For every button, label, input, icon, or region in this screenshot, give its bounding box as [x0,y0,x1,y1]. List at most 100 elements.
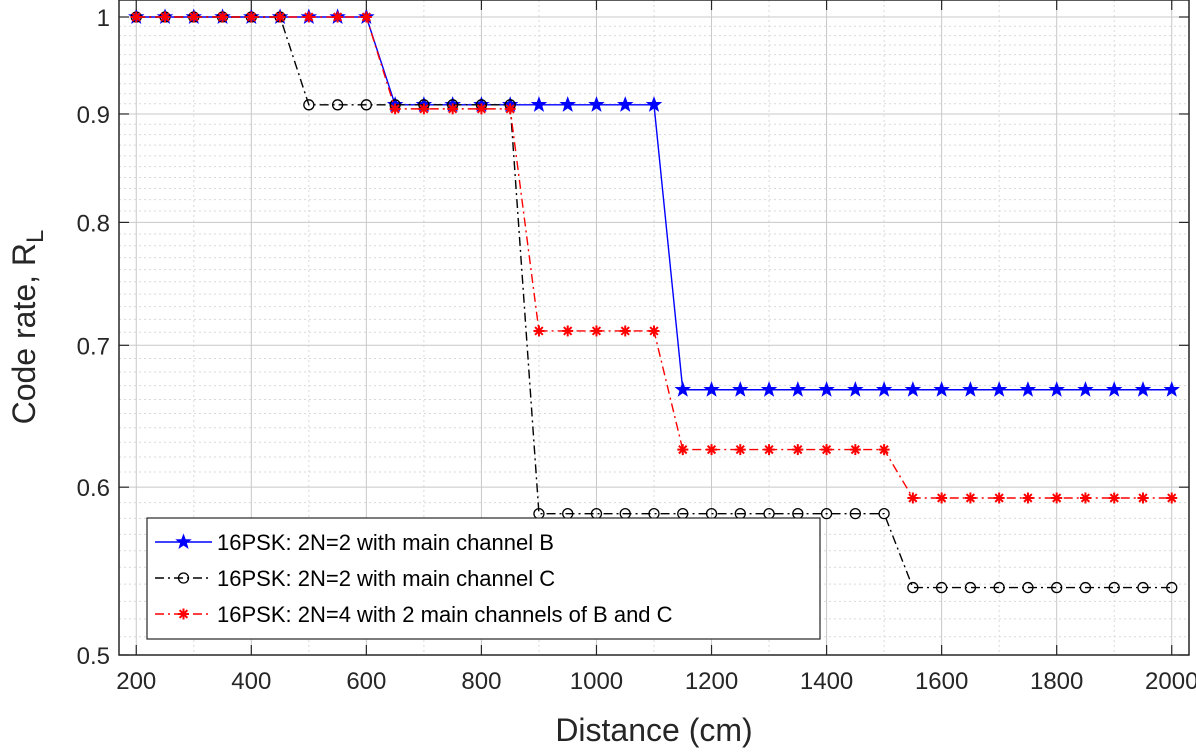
legend-item: 16PSK: 2N=2 with main channel B [155,530,554,555]
x-tick-label: 2000 [1145,668,1196,695]
legend-item: 16PSK: 2N=2 with main channel C [155,566,555,591]
data-point [763,444,775,456]
data-point [732,381,749,397]
data-point [907,581,919,594]
data-point [792,444,804,456]
data-point [475,103,487,115]
y-tick-label: 0.6 [77,475,110,502]
series-2 [130,11,1178,594]
plot-frame [118,0,1190,656]
legend-items: 16PSK: 2N=2 with main channel B 16PSK: 2N… [155,530,673,627]
x-tick-label: 200 [116,668,156,695]
data-point [1108,492,1120,504]
x-tick-label: 1200 [685,668,738,695]
data-point [418,103,430,115]
data-point [878,444,890,456]
data-point [1137,492,1149,504]
data-point [1134,381,1152,397]
x-tick-label: 1000 [570,668,623,695]
data-point [504,103,516,115]
legend-label: 16PSK: 2N=2 with main channel B [217,530,554,555]
data-point [1051,492,1063,504]
x-tick-label: 1400 [800,668,853,695]
data-point [847,381,864,397]
data-point [734,444,746,456]
data-point [760,381,778,397]
data-point [1019,381,1037,397]
data-point [245,11,257,23]
x-tick-labels: 200 400 600 800 1000 1200 1400 1600 1800 2000 [116,668,1196,695]
data-point [1163,381,1180,397]
series-layer [128,8,1180,594]
legend-marker [178,608,189,620]
data-point [703,381,720,397]
data-point [820,507,833,520]
data-point [821,444,833,456]
tick-marks [119,0,1189,656]
x-axis-label: Distance (cm) [555,712,752,748]
data-point [1137,581,1149,594]
data-point [936,492,948,504]
data-point [331,99,344,111]
legend-marker [177,572,190,584]
data-point [648,325,660,337]
data-point [588,96,605,112]
data-point [217,11,229,23]
data-point [530,96,548,112]
x-tick-label: 600 [346,668,386,695]
y-tick-labels: 0.5 0.6 0.7 0.8 0.9 1 [77,5,110,670]
legend-box [146,517,821,640]
data-point [645,96,663,112]
data-point [878,507,890,520]
data-point [964,492,976,504]
data-point [1108,581,1120,594]
y-tick-label: 1 [97,5,110,32]
y-tick-label: 0.8 [77,210,110,237]
data-point [964,581,977,594]
y-axis-label: Code rate, RL [6,230,49,425]
data-point [303,99,315,111]
y-tick-label: 0.5 [77,643,110,670]
y-tick-label: 0.7 [77,333,110,360]
data-point [1048,381,1065,397]
data-point [360,11,372,23]
data-point [360,99,373,111]
data-point [1105,381,1123,397]
x-tick-label: 400 [231,668,271,695]
data-point [904,381,922,397]
y-tick-label: 0.9 [77,102,110,129]
data-point [619,325,631,337]
data-point [706,444,718,456]
data-point [849,444,861,456]
x-tick-label: 1800 [1030,668,1083,695]
data-point [674,381,692,397]
data-point [274,11,286,23]
data-point [1166,492,1178,504]
y-axis-label-subscript: L [22,230,49,243]
data-point [1079,581,1092,594]
y-axis-label-main: Code rate, R [6,243,42,424]
x-tick-label: 1600 [915,668,968,695]
data-point [1077,381,1094,397]
data-point [130,11,142,23]
data-point [1166,581,1178,594]
data-point [188,11,200,23]
data-point [562,325,574,337]
series-line [136,16,1172,589]
data-point [559,96,576,112]
data-point [533,325,545,337]
legend-marker [175,533,192,550]
data-point [907,492,919,504]
data-point [389,103,401,115]
data-point [933,381,950,397]
data-point [818,381,835,397]
data-point [616,96,634,112]
data-point [590,325,602,337]
data-point [990,381,1008,397]
data-point [875,381,893,397]
data-point [789,381,807,397]
legend: 16PSK: 2N=2 with main channel B 16PSK: 2N… [146,517,821,640]
data-point [1051,581,1063,594]
legend-item: 16PSK: 2N=4 with 2 main channels of B an… [155,602,673,627]
